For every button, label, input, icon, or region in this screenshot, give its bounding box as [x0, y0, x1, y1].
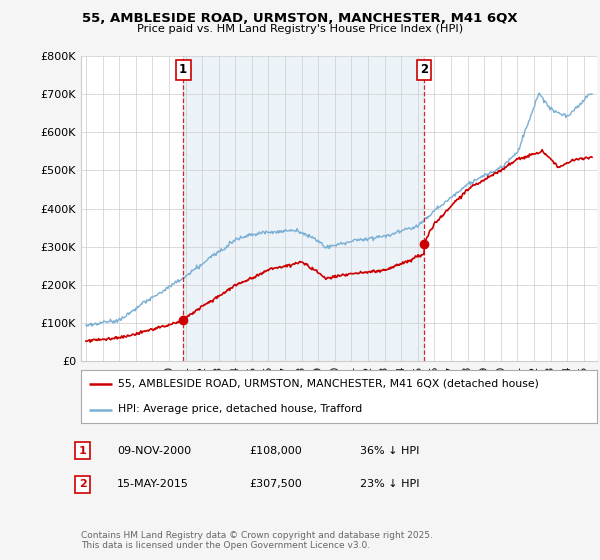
Text: 09-NOV-2000: 09-NOV-2000: [117, 446, 191, 456]
Text: Contains HM Land Registry data © Crown copyright and database right 2025.
This d: Contains HM Land Registry data © Crown c…: [81, 530, 433, 550]
Text: 1: 1: [179, 63, 187, 76]
Text: HPI: Average price, detached house, Trafford: HPI: Average price, detached house, Traf…: [118, 404, 362, 414]
Text: £108,000: £108,000: [249, 446, 302, 456]
Text: £307,500: £307,500: [249, 479, 302, 489]
Text: 36% ↓ HPI: 36% ↓ HPI: [360, 446, 419, 456]
Text: Price paid vs. HM Land Registry's House Price Index (HPI): Price paid vs. HM Land Registry's House …: [137, 24, 463, 34]
Text: 23% ↓ HPI: 23% ↓ HPI: [360, 479, 419, 489]
Text: 2: 2: [79, 479, 86, 489]
Text: 55, AMBLESIDE ROAD, URMSTON, MANCHESTER, M41 6QX (detached house): 55, AMBLESIDE ROAD, URMSTON, MANCHESTER,…: [118, 379, 539, 389]
Text: 1: 1: [79, 446, 86, 456]
Bar: [183, 56, 424, 361]
Text: 2: 2: [420, 63, 428, 76]
Text: 55, AMBLESIDE ROAD, URMSTON, MANCHESTER, M41 6QX: 55, AMBLESIDE ROAD, URMSTON, MANCHESTER,…: [82, 12, 518, 25]
Text: 15-MAY-2015: 15-MAY-2015: [117, 479, 189, 489]
